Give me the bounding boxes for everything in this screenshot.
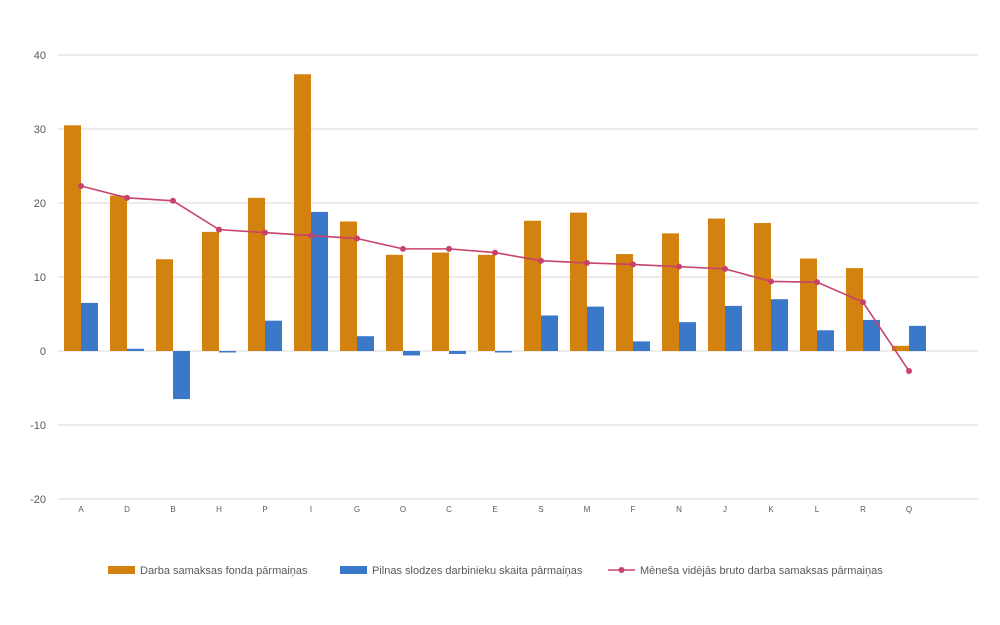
x-tick-label: P <box>262 505 267 514</box>
bar-R-fund <box>846 268 863 351</box>
bar-M-fund <box>570 212 587 351</box>
bar-I-staff <box>311 211 328 351</box>
x-tick-label: K <box>768 505 774 514</box>
x-tick-label: C <box>446 505 452 514</box>
line-point-M <box>584 259 590 266</box>
bar-K-staff <box>771 299 788 351</box>
bar-A-staff <box>81 302 98 351</box>
bar-P-staff <box>265 320 282 351</box>
x-tick-label: J <box>723 505 727 514</box>
bar-J-staff <box>725 305 742 351</box>
legend: Darba samaksas fonda pārmaiņas Pilnas slo… <box>108 565 883 577</box>
legend-label: Darba samaksas fonda pārmaiņas <box>140 565 308 577</box>
bar-D-fund <box>110 195 127 351</box>
line-point-H <box>216 226 222 233</box>
line-point-J <box>722 265 728 272</box>
line-point-L <box>814 279 820 286</box>
x-tick-label: A <box>78 505 84 514</box>
legend-swatch <box>340 566 367 574</box>
bar-H-staff <box>219 351 236 353</box>
x-tick-label: H <box>216 505 222 514</box>
y-tick-label: 30 <box>34 124 46 136</box>
bar-B-staff <box>173 351 190 400</box>
bar-I-fund <box>294 74 311 352</box>
bar-L-fund <box>800 258 817 351</box>
x-tick-label: L <box>815 505 820 514</box>
legend-swatch-marker <box>618 567 625 573</box>
x-tick-label: S <box>538 505 543 514</box>
y-axis-ticks: -20 -10 0 10 20 30 40 <box>30 50 46 506</box>
bar-M-staff <box>587 306 604 351</box>
bar-L-staff <box>817 330 834 351</box>
line-point-O <box>400 245 406 252</box>
line-point-N <box>676 263 682 270</box>
y-tick-label: -20 <box>30 494 46 506</box>
legend-label: Mēneša vidējās bruto darba samaksas pārm… <box>640 565 883 577</box>
line-point-F <box>630 261 636 268</box>
line-point-P <box>262 229 268 236</box>
x-tick-label: O <box>400 505 406 514</box>
bar-S-staff <box>541 315 558 351</box>
line-point-B <box>170 197 176 204</box>
bar-R-staff <box>863 319 880 351</box>
bar-Q-staff <box>909 325 926 351</box>
x-tick-label: G <box>354 505 360 514</box>
bar-G-staff <box>357 336 374 351</box>
x-tick-label: I <box>310 505 312 514</box>
line-point-Q <box>906 367 912 374</box>
line-point-A <box>78 182 84 189</box>
line-point-K <box>768 278 774 285</box>
bar-N-fund <box>662 233 679 351</box>
bar-H-fund <box>202 231 219 351</box>
bar-O-staff <box>403 351 420 356</box>
line-point-I <box>308 232 314 239</box>
x-tick-label: Q <box>906 505 912 514</box>
bar-S-fund <box>524 220 541 351</box>
x-tick-label: D <box>124 505 130 514</box>
bar-J-fund <box>708 218 725 351</box>
x-tick-label: F <box>631 505 636 514</box>
bar-A-fund <box>64 125 81 351</box>
bar-K-fund <box>754 222 771 351</box>
legend-swatch <box>108 566 135 574</box>
bar-D-staff <box>127 348 144 351</box>
y-tick-label: 20 <box>34 198 46 210</box>
line-point-S <box>538 257 544 264</box>
line-point-C <box>446 245 452 252</box>
bar-E-staff <box>495 351 512 353</box>
y-tick-label: 40 <box>34 50 46 62</box>
bar-O-fund <box>386 254 403 351</box>
bars <box>64 74 926 400</box>
bar-C-fund <box>432 252 449 351</box>
x-tick-label: R <box>860 505 866 514</box>
line-point-E <box>492 249 498 256</box>
line-series <box>78 182 912 374</box>
y-tick-label: -10 <box>30 420 46 432</box>
y-tick-label: 10 <box>34 272 46 284</box>
x-tick-label: M <box>584 505 591 514</box>
legend-label: Pilnas slodzes darbinieku skaita pārmaiņ… <box>372 565 583 577</box>
bar-P-fund <box>248 197 265 351</box>
line-point-G <box>354 235 360 242</box>
bar-N-staff <box>679 322 696 351</box>
bar-B-fund <box>156 259 173 351</box>
bar-G-fund <box>340 221 357 351</box>
x-tick-label: N <box>676 505 682 514</box>
bar-F-staff <box>633 341 650 351</box>
bar-E-fund <box>478 254 495 351</box>
gridlines <box>58 54 978 500</box>
y-tick-label: 0 <box>40 346 46 358</box>
bar-C-staff <box>449 351 466 354</box>
line-point-D <box>124 194 130 201</box>
bar-F-fund <box>616 254 633 351</box>
bar-Q-fund <box>892 345 909 351</box>
x-tick-label: E <box>492 505 497 514</box>
line-point-R <box>860 299 866 306</box>
x-tick-label: B <box>170 505 175 514</box>
